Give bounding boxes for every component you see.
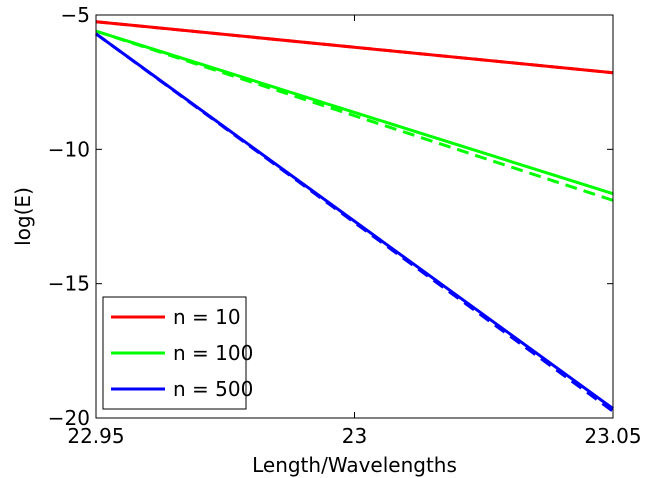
series-layer [95, 20, 614, 413]
legend-label: n = 100 [173, 341, 253, 365]
y-tick-label: −20 [48, 406, 90, 430]
y-axis-label: log(E) [11, 187, 35, 246]
legend-label: n = 500 [173, 377, 253, 401]
y-tick-label: −15 [48, 272, 90, 296]
y-tick-label: −10 [48, 137, 90, 161]
x-tick-label: 22.95 [67, 424, 124, 448]
legend-label: n = 10 [173, 305, 241, 329]
x-tick-label: 23 [342, 424, 367, 448]
series-line-3-dashed [95, 29, 614, 202]
series-line-5-dashed [95, 32, 614, 413]
y-tick-label: −5 [61, 3, 90, 27]
x-axis-label: Length/Wavelengths [252, 453, 457, 477]
series-line-1-dashed [95, 20, 614, 75]
ticks-layer: 22.95 23 23.05 −20 −15 −10 −5 [48, 3, 642, 448]
series-line-2-solid [95, 29, 614, 196]
x-tick-label: 23.05 [584, 424, 641, 448]
legend: n = 10 n = 100 n = 500 [102, 296, 253, 410]
